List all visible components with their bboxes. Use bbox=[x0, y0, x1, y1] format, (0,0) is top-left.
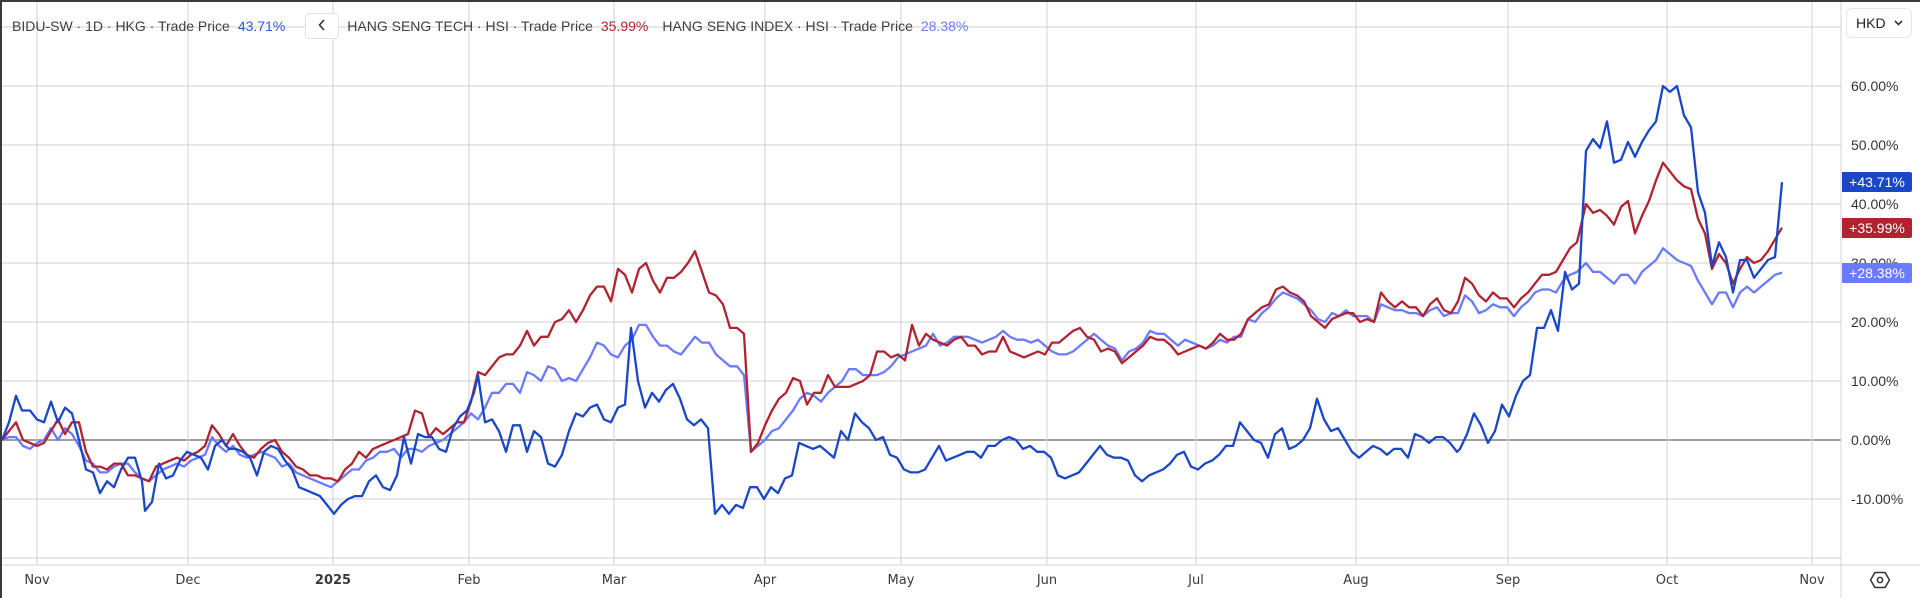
chart-legend: BIDU-SW · 1D · HKG · Trade Price 43.71% … bbox=[12, 12, 968, 40]
series-line[interactable] bbox=[0, 84, 1784, 515]
chart-settings-button[interactable] bbox=[1869, 571, 1891, 593]
x-tick-label: Mar bbox=[601, 573, 627, 588]
last-value-badge: +43.71% bbox=[1842, 172, 1912, 193]
x-tick-label: May bbox=[887, 573, 915, 588]
y-tick-label: 60.00% bbox=[1851, 78, 1899, 94]
currency-value: HKD bbox=[1856, 15, 1886, 31]
y-tick-label: 10.00% bbox=[1851, 373, 1899, 389]
y-tick-label: 50.00% bbox=[1851, 137, 1899, 153]
legend-value-bidu: 43.71% bbox=[237, 18, 286, 34]
x-tick-label: Oct bbox=[1655, 573, 1679, 588]
x-tick-label: 2025 bbox=[314, 573, 352, 588]
y-tick-label: 20.00% bbox=[1851, 314, 1899, 330]
currency-select[interactable]: HKD bbox=[1846, 8, 1912, 38]
x-tick-label: Feb bbox=[457, 573, 481, 588]
collapse-legend-button[interactable] bbox=[305, 13, 340, 39]
legend-item-bidu[interactable]: BIDU-SW · 1D · HKG · Trade Price 43.71% bbox=[12, 18, 285, 34]
legend-label-hstech: HANG SENG TECH · HSI · Trade Price bbox=[347, 18, 593, 34]
chevron-left-icon bbox=[317, 18, 327, 34]
y-tick-label: 40.00% bbox=[1851, 196, 1899, 212]
y-tick-label: 0.00% bbox=[1851, 432, 1891, 448]
x-tick-label: Nov bbox=[24, 573, 50, 588]
legend-item-hstech[interactable]: HANG SENG TECH · HSI · Trade Price 35.99… bbox=[347, 18, 648, 34]
legend-value-hsi: 28.38% bbox=[920, 18, 969, 34]
x-tick-label: Dec bbox=[175, 573, 201, 588]
last-value-badge: +35.99% bbox=[1842, 217, 1912, 238]
x-tick-label: Jun bbox=[1036, 573, 1058, 588]
legend-label-bidu: BIDU-SW · 1D · HKG · Trade Price bbox=[12, 18, 230, 34]
legend-label-hsi: HANG SENG INDEX · HSI · Trade Price bbox=[662, 18, 913, 34]
x-tick-label: Jul bbox=[1188, 573, 1204, 588]
x-tick-label: Sep bbox=[1495, 573, 1521, 588]
chevron-down-icon bbox=[1894, 18, 1903, 29]
legend-value-hstech: 35.99% bbox=[600, 18, 649, 34]
last-value-badge: +28.38% bbox=[1842, 262, 1912, 283]
x-tick-label: Aug bbox=[1343, 573, 1369, 588]
legend-item-hsi[interactable]: HANG SENG INDEX · HSI · Trade Price 28.3… bbox=[662, 18, 968, 34]
x-tick-label: Apr bbox=[753, 573, 777, 588]
series-line[interactable] bbox=[1, 161, 1783, 483]
x-tick-label: Nov bbox=[1799, 573, 1825, 588]
settings-hexagon-icon bbox=[1869, 571, 1891, 594]
y-tick-label: -10.00% bbox=[1851, 491, 1904, 507]
series-line[interactable] bbox=[1, 247, 1783, 489]
